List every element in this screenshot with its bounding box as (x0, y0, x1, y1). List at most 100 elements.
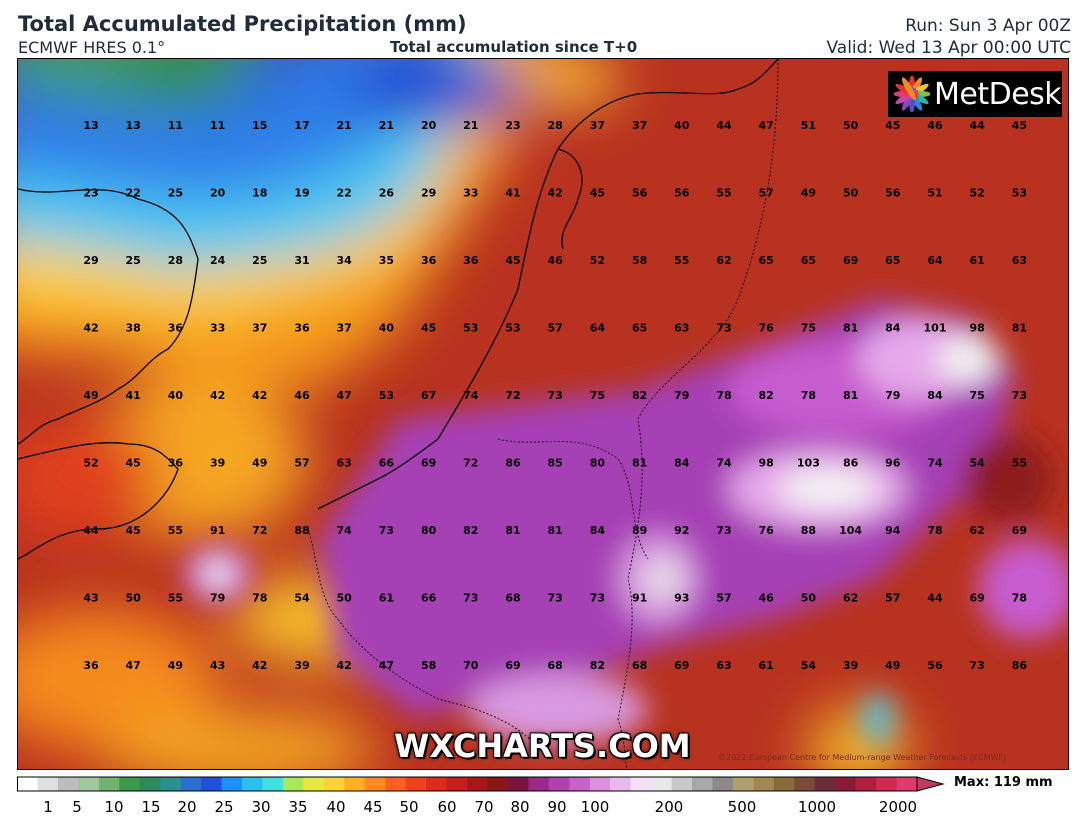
color-scale-tick-label: 10 (104, 798, 124, 816)
grid-value: 76 (759, 322, 775, 335)
grid-value: 31 (294, 254, 309, 267)
color-scale-segment (753, 777, 775, 791)
grid-value: 45 (421, 322, 436, 335)
grid-value: 18 (252, 187, 267, 200)
grid-value: 51 (927, 187, 942, 200)
grid-value: 56 (885, 187, 901, 200)
color-scale-segment (323, 777, 345, 791)
color-scale-segment (528, 777, 550, 791)
grid-value: 46 (294, 389, 310, 402)
grid-value: 64 (927, 254, 943, 267)
grid-value: 49 (801, 187, 816, 200)
color-scale-tick-label: 45 (363, 798, 383, 816)
grid-value: 51 (801, 119, 816, 132)
color-scale-segment (671, 777, 693, 791)
grid-value: 79 (885, 389, 900, 402)
grid-value: 35 (379, 254, 394, 267)
grid-value: 75 (970, 389, 985, 402)
wxcharts-watermark: WXCHARTS.COM (394, 727, 691, 765)
color-scale-segment (344, 777, 366, 791)
grid-value: 91 (632, 592, 647, 605)
color-scale-tick-label: 1 (43, 798, 53, 816)
precip-field-high (183, 299, 1068, 744)
color-scale-segment (78, 777, 100, 791)
grid-value: 84 (927, 389, 943, 402)
grid-value: 56 (632, 187, 648, 200)
grid-value: 86 (1012, 659, 1028, 672)
model-label: ECMWF HRES 0.1° (18, 38, 166, 57)
color-scale-segment (630, 777, 652, 791)
grid-value: 21 (337, 119, 352, 132)
grid-value: 73 (379, 524, 394, 537)
grid-value: 55 (716, 187, 731, 200)
grid-value: 98 (759, 457, 774, 470)
grid-value: 45 (126, 457, 141, 470)
grid-value: 54 (801, 659, 817, 672)
grid-value: 57 (716, 592, 731, 605)
grid-value: 53 (379, 389, 394, 402)
grid-value: 47 (126, 659, 141, 672)
color-scale-segment (794, 777, 816, 791)
grid-value: 73 (548, 592, 563, 605)
color-scale-segment (180, 777, 202, 791)
grid-value: 69 (505, 659, 520, 672)
grid-value: 36 (83, 659, 99, 672)
grid-value: 104 (839, 524, 862, 537)
grid-value: 24 (210, 254, 226, 267)
grid-value: 69 (970, 592, 985, 605)
country-borders (307, 59, 779, 769)
grid-value: 66 (379, 457, 395, 470)
grid-value: 78 (1012, 592, 1027, 605)
grid-value: 46 (759, 592, 775, 605)
grid-value: 37 (590, 119, 605, 132)
grid-value: 81 (505, 524, 520, 537)
grid-value: 86 (505, 457, 521, 470)
grid-value: 33 (210, 322, 225, 335)
grid-value: 81 (548, 524, 563, 537)
run-time: Run: Sun 3 Apr 00Z (905, 16, 1071, 36)
color-scale-tick-label: 30 (251, 798, 271, 816)
grid-value: 37 (252, 322, 267, 335)
grid-value: 28 (168, 254, 183, 267)
color-scale-segment (732, 777, 754, 791)
grid-value: 61 (970, 254, 985, 267)
grid-value: 11 (210, 119, 225, 132)
grid-value: 88 (801, 524, 816, 537)
grid-value: 65 (885, 254, 900, 267)
grid-value: 38 (126, 322, 141, 335)
grid-value: 44 (716, 119, 732, 132)
grid-value: 55 (674, 254, 689, 267)
chart-title: Total Accumulated Precipitation (mm) (18, 12, 467, 36)
grid-value: 44 (970, 119, 986, 132)
metdesk-flower-icon (894, 76, 930, 112)
grid-value: 65 (632, 322, 647, 335)
grid-value: 23 (505, 119, 520, 132)
color-scale-segment (487, 777, 509, 791)
grid-value: 28 (548, 119, 563, 132)
grid-value: 46 (548, 254, 564, 267)
grid-value: 84 (590, 524, 606, 537)
grid-values-layer: 13 13 11 11 15 17 21 21 20 21 23 28 37 37 40 44 47 51 50 45… (83, 119, 1027, 672)
grid-value: 78 (801, 389, 816, 402)
grid-value: 78 (716, 389, 731, 402)
grid-value: 42 (548, 187, 563, 200)
grid-value: 34 (337, 254, 353, 267)
color-scale-segment (467, 777, 488, 791)
grid-value: 69 (1012, 524, 1027, 537)
grid-value: 25 (126, 254, 141, 267)
grid-value: 36 (168, 457, 184, 470)
grid-value: 39 (294, 659, 309, 672)
color-scale-tick-label: 90 (547, 798, 567, 816)
grid-value: 45 (505, 254, 520, 267)
grid-value: 50 (801, 592, 817, 605)
map-canvas: 13 13 11 11 15 17 21 21 20 21 23 28 37 37 40 44 47 51 50 45… (18, 59, 1068, 769)
grid-value: 50 (126, 592, 142, 605)
precipitation-map[interactable]: 13 13 11 11 15 17 21 21 20 21 23 28 37 37 40 44 47 51 50 45… (17, 58, 1069, 770)
grid-value: 42 (252, 659, 267, 672)
grid-value: 63 (716, 659, 731, 672)
grid-value: 45 (126, 524, 141, 537)
grid-value: 47 (337, 389, 352, 402)
grid-value: 93 (674, 592, 689, 605)
color-scale-segment (282, 777, 304, 791)
grid-value: 69 (843, 254, 858, 267)
